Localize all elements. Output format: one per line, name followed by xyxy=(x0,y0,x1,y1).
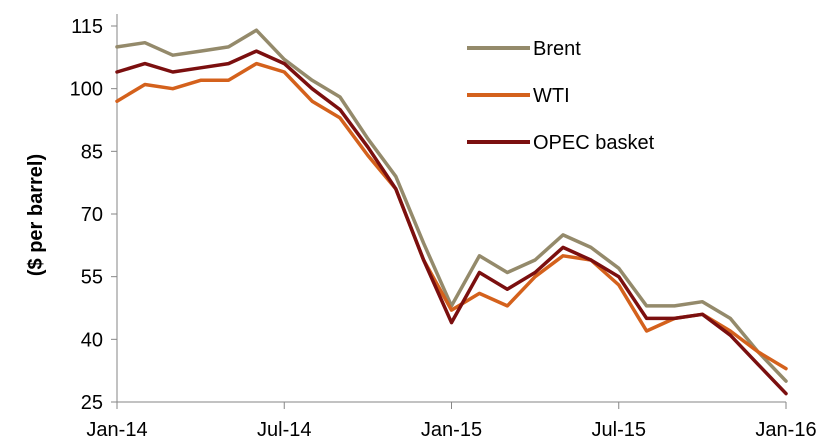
legend-label-brent: Brent xyxy=(533,38,581,60)
y-axis-title: ($ per barrel) xyxy=(25,154,47,276)
x-tick-label: Jul-14 xyxy=(257,419,311,441)
series-line-opec-basket xyxy=(115,49,788,396)
x-tick-label: Jan-14 xyxy=(86,419,147,441)
x-tick-label: Jan-16 xyxy=(755,419,816,441)
y-tick-label: 70 xyxy=(81,204,103,226)
y-tick-label: 100 xyxy=(70,79,103,101)
y-tick-label: 115 xyxy=(71,16,103,38)
y-tick-label: 40 xyxy=(81,329,103,351)
y-tick-label: 25 xyxy=(81,392,103,414)
legend-label-opec-basket: OPEC basket xyxy=(533,132,655,154)
series-line-brent xyxy=(115,28,788,383)
y-tick-label: 55 xyxy=(81,267,103,289)
legend-label-wti: WTI xyxy=(533,85,570,107)
y-tick-label: 85 xyxy=(81,141,103,163)
x-tick-label: Jul-15 xyxy=(592,419,646,441)
x-tick-label: Jan-15 xyxy=(421,419,482,441)
